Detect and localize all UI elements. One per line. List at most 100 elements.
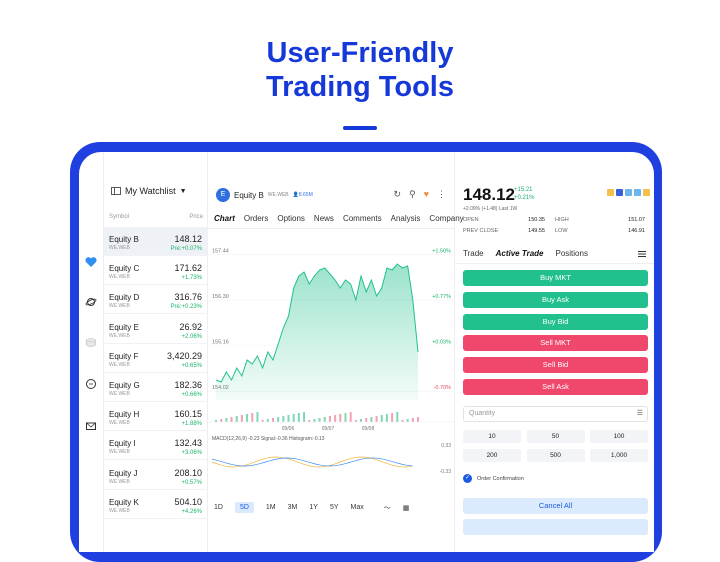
quantity-preset-10[interactable]: 10 — [463, 430, 521, 443]
volume-bar — [318, 418, 321, 422]
period-5y[interactable]: 5Y — [329, 504, 339, 511]
watchlist-row-change: +0.65% — [181, 362, 202, 369]
period-1y[interactable]: 1Y — [309, 504, 318, 511]
tab-company[interactable]: Company — [429, 214, 464, 223]
tab-comments[interactable]: Comments — [342, 214, 382, 223]
grid-icon[interactable]: ▦ — [402, 504, 410, 512]
period-1m[interactable]: 1M — [265, 504, 276, 511]
watchlist-row[interactable]: Equity B WE.WEB 148.12 Pre:+0.07% — [104, 227, 208, 256]
secondary-button[interactable] — [463, 519, 648, 535]
watchlist-row[interactable]: Equity J WE.WEB 208.10 +0.57% — [104, 461, 208, 490]
stat-value: 146.91 — [628, 228, 645, 234]
equity-sub: WE.WEB — [267, 192, 289, 198]
volume-bar — [292, 414, 295, 422]
market-flag[interactable] — [643, 189, 650, 196]
watchlist-row-sub: WE.WEB — [109, 449, 130, 456]
watchlist-row-name: Equity H — [109, 410, 140, 420]
volume-bar — [215, 420, 217, 422]
trade-tab-trade[interactable]: Trade — [463, 249, 484, 258]
tab-news[interactable]: News — [313, 214, 334, 223]
headline-line-1: User-Friendly — [266, 37, 454, 69]
price-area — [216, 264, 418, 400]
tab-analysis[interactable]: Analysis — [390, 214, 421, 223]
indicator-icon[interactable]: 〜 — [383, 504, 391, 512]
watchlist-row-price: 3,420.29 — [166, 350, 202, 361]
watchlist-row-price: 504.10 — [174, 496, 202, 507]
volume-bar — [375, 416, 378, 422]
market-flag[interactable] — [607, 189, 614, 196]
sidebar-toggle-icon[interactable] — [111, 187, 121, 195]
check-icon[interactable]: ✓ — [463, 474, 472, 483]
sell-ask-button[interactable]: Sell Ask — [463, 379, 648, 395]
period-3m[interactable]: 3M — [287, 504, 298, 511]
trade-tab-active-trade[interactable]: Active Trade — [495, 249, 544, 258]
planet-icon[interactable] — [85, 296, 97, 308]
market-flag[interactable] — [625, 189, 632, 196]
equity-logo: E — [216, 188, 230, 202]
order-confirmation-toggle[interactable]: ✓ Order Confirmation — [463, 474, 524, 483]
search-icon[interactable]: ⚲ — [409, 189, 416, 199]
y-tick-label: 155.16 — [212, 340, 229, 346]
watchlist-row[interactable]: Equity F WE.WEB 3,420.29 +0.65% — [104, 344, 208, 373]
price-chart[interactable]: 157.44+1.50%156.30+0.77%155.16+0.03%154.… — [208, 240, 455, 500]
volume-bar — [251, 413, 254, 422]
buy-mkt-button[interactable]: Buy MKT — [463, 270, 648, 286]
quantity-preset-200[interactable]: 200 — [463, 449, 521, 462]
watchlist-row[interactable]: Equity G WE.WEB 182.36 +0.66% — [104, 373, 208, 402]
period-1d[interactable]: 1D — [214, 504, 223, 511]
volume-bar — [339, 414, 342, 422]
menu-icon[interactable] — [638, 250, 646, 258]
x-tick-label: 09/08 — [362, 426, 375, 432]
volume-bar — [271, 418, 274, 422]
watchlist-row-sub: WE.WEB — [109, 478, 130, 485]
watchlist-row-change: +0.66% — [181, 392, 202, 398]
coins-icon[interactable] — [85, 336, 97, 348]
trade-tab-positions[interactable]: Positions — [555, 249, 588, 258]
us-flag-icon[interactable] — [616, 189, 623, 196]
market-flag[interactable] — [634, 189, 641, 196]
stat-label: LOW — [555, 228, 568, 234]
watchlist-row[interactable]: Equity I WE.WEB 132.43 +3.06% — [104, 431, 208, 461]
volume-bar — [354, 420, 357, 422]
chat-icon[interactable] — [85, 378, 97, 390]
cancel-all-button[interactable]: Cancel All — [463, 498, 648, 514]
tab-chart[interactable]: Chart — [214, 214, 235, 223]
watchlist-row-change: +3.06% — [181, 450, 202, 457]
quantity-preset-50[interactable]: 50 — [526, 430, 585, 443]
watchlist-row[interactable]: Equity H WE.WEB 160.15 +1.88% — [104, 402, 208, 432]
quantity-preset-500[interactable]: 500 — [526, 449, 585, 462]
heart-icon[interactable]: ♥ — [423, 189, 429, 199]
watchlist-row-change: +4.26% — [181, 508, 202, 515]
watchlist-row[interactable]: Equity K WE.WEB 504.10 +4.26% — [104, 490, 208, 519]
heart-icon[interactable] — [85, 256, 97, 268]
watchlist-row-name: Equity B — [109, 235, 139, 244]
watchlist-row-price: 208.10 — [174, 467, 202, 478]
price-change: +15.21 +0.21% — [514, 186, 535, 202]
watchlist-row[interactable]: Equity C WE.WEB 171.62 +1.73% — [104, 256, 208, 286]
period-max[interactable]: Max — [350, 504, 364, 511]
volume-bar — [240, 415, 243, 422]
more-icon[interactable]: ⋮ — [437, 189, 446, 199]
watchlist-header[interactable]: My Watchlist ▼ — [111, 186, 187, 196]
stat-label: OPEN — [463, 217, 479, 223]
quantity-input[interactable]: Quantity ☰ — [463, 406, 648, 422]
watchlist-row[interactable]: Equity E WE.WEB 26.92 +2.06% — [104, 315, 208, 344]
watchlist-row-name: Equity I — [109, 439, 136, 449]
watchlist-row[interactable]: Equity D WE.WEB 316.76 Pre:+0.23% — [104, 285, 208, 315]
tab-orders[interactable]: Orders — [243, 214, 269, 223]
keypad-icon[interactable]: ☰ — [636, 410, 643, 417]
refresh-icon[interactable]: ↻ — [393, 189, 402, 199]
quantity-preset-100[interactable]: 100 — [590, 430, 648, 443]
volume-bar — [313, 419, 316, 422]
watchlist-row-sub: WE.WEB — [109, 420, 130, 427]
period-5d[interactable]: 5D — [234, 502, 254, 513]
quantity-preset-1000[interactable]: 1,000 — [590, 449, 648, 462]
buy-ask-button[interactable]: Buy Ask — [463, 291, 648, 308]
watchlist-columns: Symbol Price — [109, 214, 203, 220]
mail-icon[interactable] — [85, 420, 97, 432]
sell-bid-button[interactable]: Sell Bid — [463, 357, 648, 374]
col-symbol: Symbol — [109, 214, 130, 220]
sell-mkt-button[interactable]: Sell MKT — [463, 335, 648, 352]
tab-options[interactable]: Options — [277, 214, 305, 223]
buy-bid-button[interactable]: Buy Bid — [463, 313, 648, 330]
